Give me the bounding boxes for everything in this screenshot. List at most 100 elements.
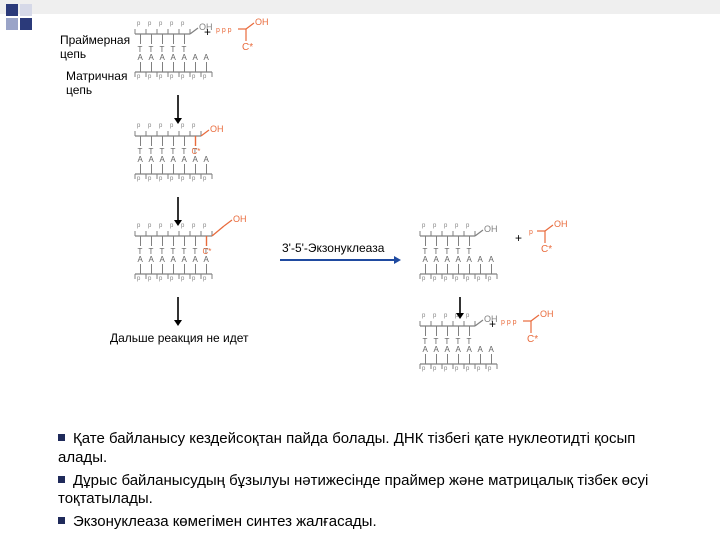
svg-text:p: p [433, 276, 437, 282]
svg-text:A: A [467, 345, 473, 354]
svg-text:p: p [455, 276, 459, 282]
svg-text:A: A [478, 255, 484, 264]
svg-text:p: p [181, 276, 185, 282]
svg-text:A: A [193, 53, 199, 62]
svg-text:p: p [433, 366, 437, 372]
svg-text:p: p [181, 74, 185, 80]
svg-text:OH: OH [554, 219, 568, 229]
svg-text:p: p [170, 123, 174, 129]
svg-text:OH: OH [255, 17, 269, 27]
svg-text:p: p [433, 313, 437, 319]
svg-text:C*: C* [242, 42, 253, 53]
svg-text:p: p [466, 366, 470, 372]
svg-text:p: p [444, 276, 448, 282]
svg-text:p: p [170, 74, 174, 80]
svg-text:p: p [159, 74, 163, 80]
svg-text:p: p [159, 123, 163, 129]
svg-text:OH: OH [210, 124, 224, 134]
svg-text:A: A [478, 345, 484, 354]
svg-text:p: p [203, 276, 207, 282]
svg-text:p: p [203, 176, 207, 182]
svg-text:p: p [422, 313, 426, 319]
svg-text:A: A [445, 345, 451, 354]
svg-text:p: p [181, 176, 185, 182]
svg-text:A: A [204, 255, 210, 264]
svg-text:A: A [138, 155, 144, 164]
svg-text:p: p [159, 276, 163, 282]
svg-text:A: A [160, 255, 166, 264]
svg-text:A: A [149, 155, 155, 164]
svg-text:p: p [159, 21, 163, 27]
svg-text:p: p [422, 276, 426, 282]
svg-text:p p p: p p p [216, 27, 232, 34]
svg-text:C*: C* [541, 244, 552, 255]
svg-text:p: p [137, 21, 141, 27]
svg-text:A: A [423, 345, 429, 354]
svg-text:p: p [148, 176, 152, 182]
bullet-list: Қате байланысу кездейсоқтан пайда болады… [40, 430, 680, 536]
svg-text:C*: C* [203, 247, 212, 256]
svg-text:p: p [137, 74, 141, 80]
svg-text:C*: C* [192, 147, 201, 156]
svg-text:p: p [529, 229, 533, 236]
svg-text:p: p [170, 176, 174, 182]
svg-text:p: p [137, 176, 141, 182]
svg-text:A: A [171, 53, 177, 62]
svg-text:p: p [137, 123, 141, 129]
svg-text:p: p [181, 123, 185, 129]
svg-text:p: p [148, 21, 152, 27]
svg-text:p: p [137, 276, 141, 282]
svg-text:A: A [204, 53, 210, 62]
svg-text:OH: OH [484, 224, 498, 234]
svg-text:p: p [422, 366, 426, 372]
svg-text:A: A [456, 255, 462, 264]
svg-text:A: A [489, 255, 495, 264]
svg-text:p: p [203, 223, 207, 229]
svg-text:A: A [445, 255, 451, 264]
svg-text:p: p [192, 123, 196, 129]
bullet-item: Қате байланысу кездейсоқтан пайда болады… [58, 430, 680, 468]
svg-text:p: p [444, 366, 448, 372]
svg-text:A: A [182, 155, 188, 164]
svg-text:p: p [192, 276, 196, 282]
svg-text:p: p [477, 276, 481, 282]
svg-text:p: p [181, 223, 185, 229]
svg-text:p: p [170, 276, 174, 282]
svg-text:A: A [489, 345, 495, 354]
svg-text:A: A [434, 255, 440, 264]
svg-text:p: p [422, 223, 426, 229]
svg-text:+: + [515, 231, 522, 245]
bullet-item: Дұрыс байланысудың бұзылуы нәтижесінде п… [58, 472, 680, 510]
svg-text:p: p [488, 366, 492, 372]
svg-text:A: A [160, 155, 166, 164]
svg-text:C*: C* [527, 334, 538, 345]
svg-text:p: p [159, 223, 163, 229]
svg-text:p: p [148, 223, 152, 229]
svg-text:A: A [149, 53, 155, 62]
svg-text:p: p [148, 74, 152, 80]
svg-text:p: p [181, 21, 185, 27]
svg-text:p: p [455, 223, 459, 229]
svg-text:p: p [170, 223, 174, 229]
svg-text:+: + [489, 317, 496, 331]
svg-text:p: p [466, 313, 470, 319]
svg-text:p: p [170, 21, 174, 27]
svg-text:+: + [204, 25, 211, 39]
svg-text:p: p [148, 276, 152, 282]
svg-text:A: A [193, 155, 199, 164]
svg-text:p: p [477, 366, 481, 372]
svg-text:A: A [171, 255, 177, 264]
svg-text:p: p [466, 276, 470, 282]
svg-text:p: p [192, 74, 196, 80]
svg-text:A: A [182, 53, 188, 62]
svg-text:p: p [444, 223, 448, 229]
svg-text:p: p [137, 223, 141, 229]
svg-text:A: A [149, 255, 155, 264]
dna-diagram: pTpTpTpTpTpApApApApApApAOH+p p pOHC*pTpT… [0, 0, 720, 420]
svg-text:OH: OH [233, 214, 247, 224]
svg-text:A: A [456, 345, 462, 354]
svg-text:A: A [138, 255, 144, 264]
svg-text:A: A [171, 155, 177, 164]
svg-text:p: p [455, 366, 459, 372]
svg-text:A: A [204, 155, 210, 164]
